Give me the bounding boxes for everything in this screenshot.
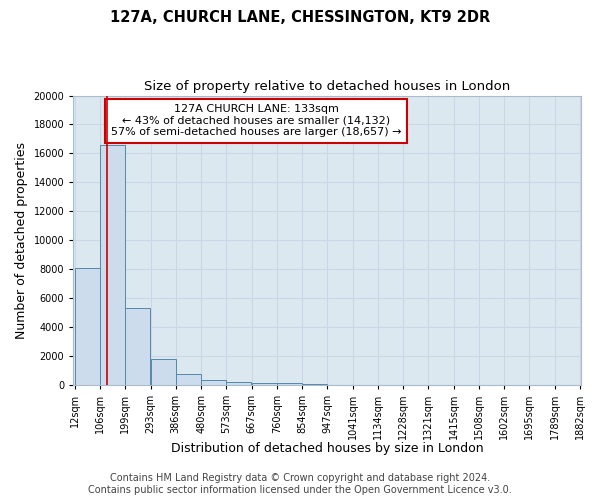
Text: 127A, CHURCH LANE, CHESSINGTON, KT9 2DR: 127A, CHURCH LANE, CHESSINGTON, KT9 2DR — [110, 10, 490, 25]
Text: Contains HM Land Registry data © Crown copyright and database right 2024.
Contai: Contains HM Land Registry data © Crown c… — [88, 474, 512, 495]
Bar — [74, 268, 100, 384]
Bar — [176, 374, 201, 384]
Bar — [125, 308, 151, 384]
X-axis label: Distribution of detached houses by size in London: Distribution of detached houses by size … — [171, 442, 484, 455]
Bar — [251, 383, 277, 384]
Bar — [226, 382, 251, 384]
Bar — [277, 383, 302, 384]
Bar — [100, 144, 125, 384]
Bar — [151, 358, 176, 384]
Title: Size of property relative to detached houses in London: Size of property relative to detached ho… — [144, 80, 511, 93]
Bar — [201, 380, 226, 384]
Y-axis label: Number of detached properties: Number of detached properties — [15, 142, 28, 338]
Text: 127A CHURCH LANE: 133sqm
← 43% of detached houses are smaller (14,132)
57% of se: 127A CHURCH LANE: 133sqm ← 43% of detach… — [111, 104, 401, 138]
